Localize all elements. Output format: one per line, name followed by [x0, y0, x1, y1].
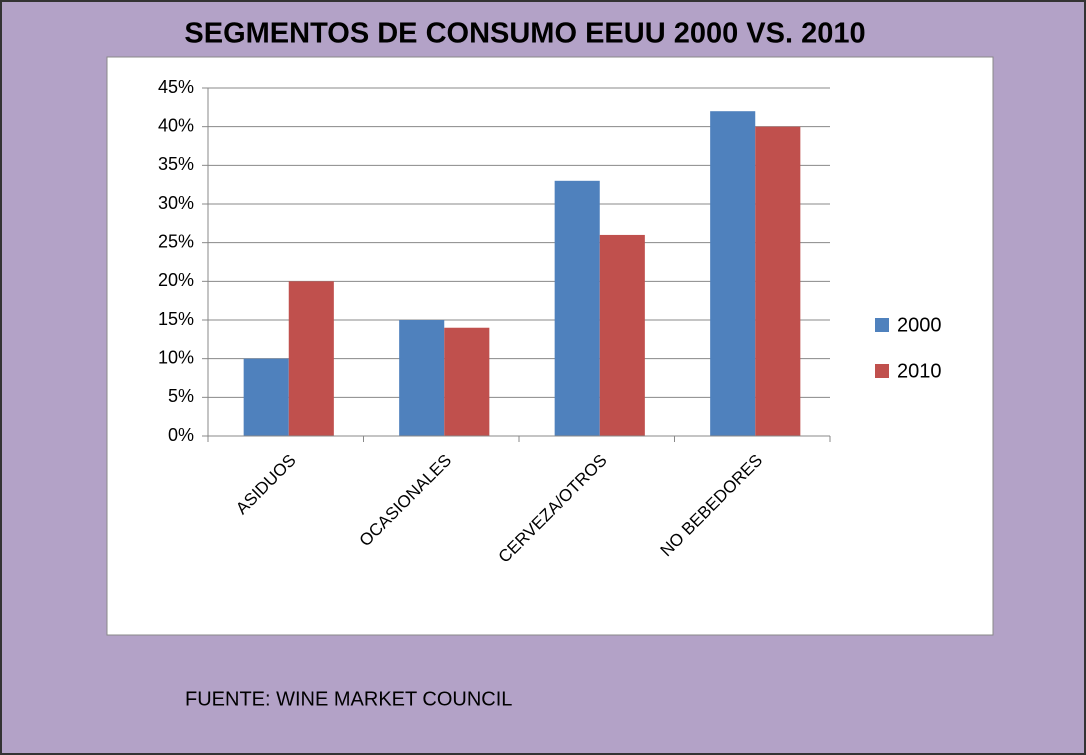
legend-swatch — [875, 318, 889, 332]
y-tick-label: 0% — [168, 425, 194, 445]
bar — [599, 234, 645, 436]
bar — [710, 111, 756, 436]
bar — [399, 320, 445, 436]
legend-label: 2010 — [897, 360, 942, 382]
y-tick-label: 5% — [168, 386, 194, 406]
bar — [288, 281, 334, 436]
legend-label: 2000 — [897, 314, 942, 336]
bar — [444, 327, 490, 436]
y-tick-label: 30% — [158, 193, 194, 213]
y-tick-label: 35% — [158, 154, 194, 174]
source-note: FUENTE: WINE MARKET COUNCIL — [185, 688, 512, 710]
bar — [755, 126, 801, 437]
bar — [554, 180, 600, 436]
y-tick-label: 10% — [158, 347, 194, 367]
y-tick-label: 45% — [158, 77, 194, 97]
chart-title: SEGMENTOS DE CONSUMO EEUU 2000 VS. 2010 — [184, 18, 865, 50]
legend-swatch — [875, 364, 889, 378]
y-tick-label: 40% — [158, 115, 194, 135]
y-tick-label: 15% — [158, 309, 194, 329]
y-tick-label: 25% — [158, 231, 194, 251]
bar — [243, 358, 289, 436]
chart-area — [106, 56, 994, 636]
y-tick-label: 20% — [158, 270, 194, 290]
